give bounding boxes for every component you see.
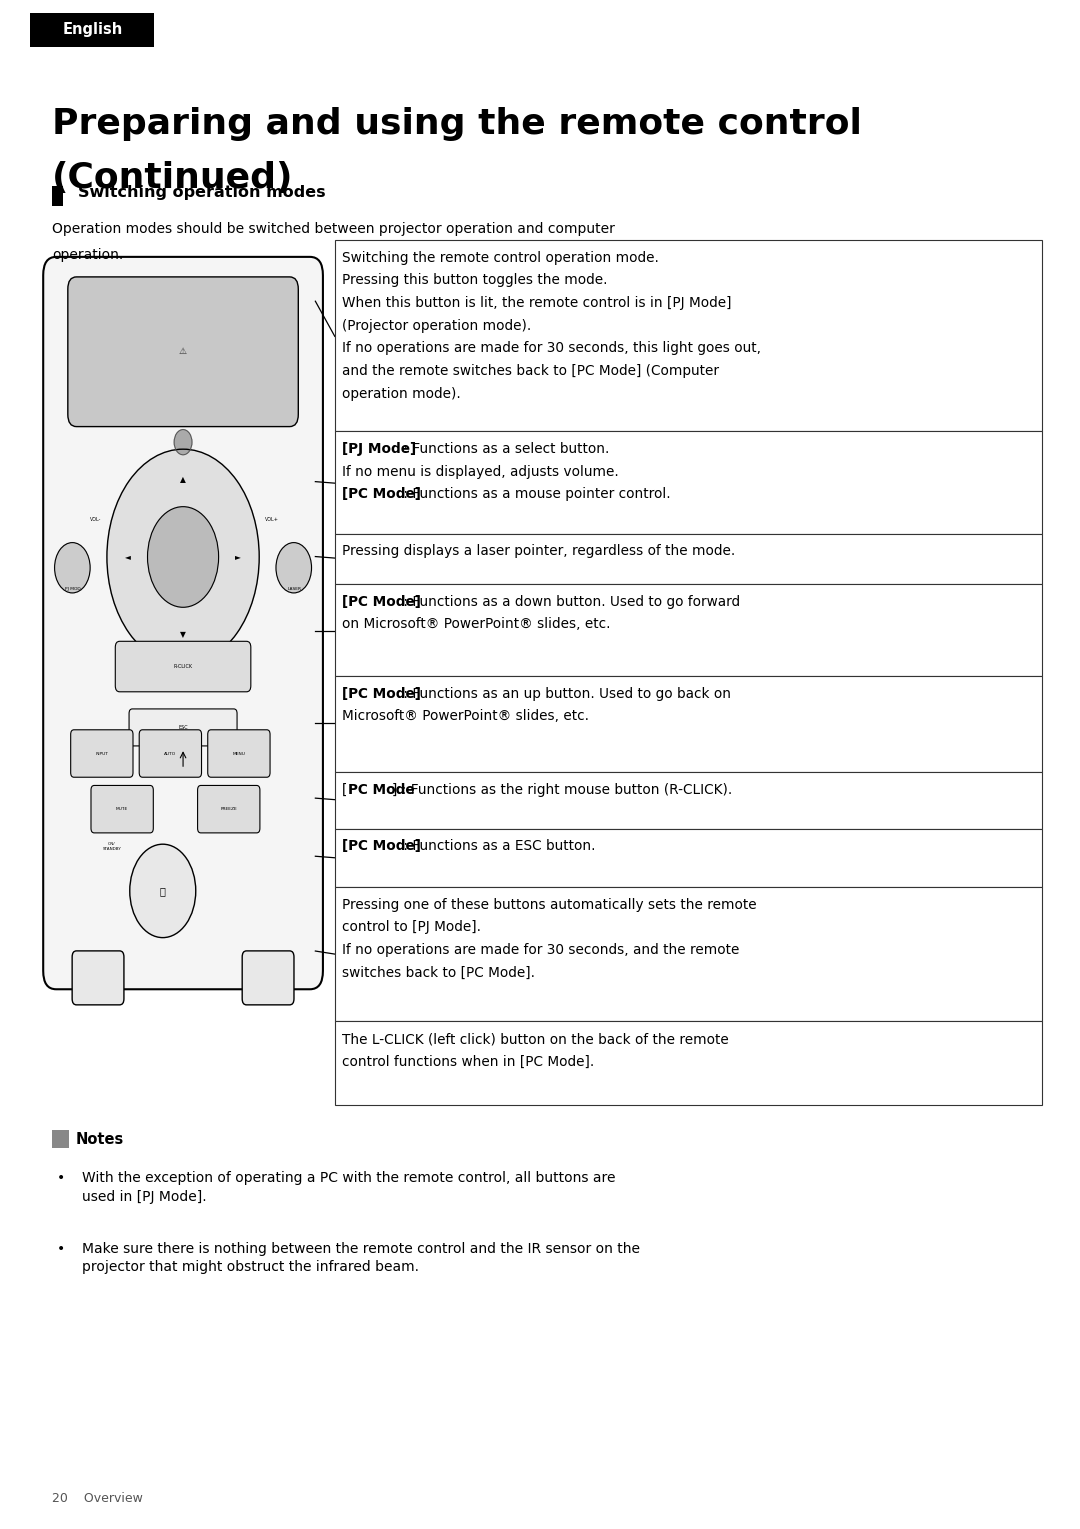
FancyBboxPatch shape: [335, 431, 1042, 534]
FancyBboxPatch shape: [335, 887, 1042, 1021]
FancyBboxPatch shape: [130, 709, 238, 746]
Text: Operation modes should be switched between projector operation and computer: Operation modes should be switched betwe…: [52, 222, 615, 235]
FancyBboxPatch shape: [72, 951, 124, 1005]
Text: Switching operation modes: Switching operation modes: [78, 185, 325, 200]
Text: Notes: Notes: [76, 1131, 124, 1147]
Text: ▼: ▼: [180, 630, 186, 639]
Text: : Functions as a down button. Used to go forward: : Functions as a down button. Used to go…: [400, 595, 741, 609]
FancyBboxPatch shape: [198, 786, 260, 833]
Text: ⏻: ⏻: [160, 885, 165, 896]
Text: AUTO: AUTO: [164, 752, 176, 755]
Circle shape: [55, 543, 90, 593]
FancyBboxPatch shape: [335, 676, 1042, 772]
Text: operation mode).: operation mode).: [342, 387, 461, 401]
Text: MENU: MENU: [232, 752, 245, 755]
Circle shape: [276, 543, 311, 593]
Text: Pressing this button toggles the mode.: Pressing this button toggles the mode.: [342, 274, 608, 287]
FancyBboxPatch shape: [116, 641, 251, 691]
FancyBboxPatch shape: [70, 729, 133, 777]
Text: •: •: [57, 1242, 66, 1255]
FancyBboxPatch shape: [30, 12, 154, 46]
Text: Switching the remote control operation mode.: Switching the remote control operation m…: [342, 251, 659, 265]
Text: Microsoft® PowerPoint® slides, etc.: Microsoft® PowerPoint® slides, etc.: [342, 709, 590, 723]
Text: [PC Mode]: [PC Mode]: [342, 687, 421, 700]
Text: VOL-: VOL-: [90, 517, 102, 521]
Text: and the remote switches back to [PC Mode] (Computer: and the remote switches back to [PC Mode…: [342, 364, 719, 378]
FancyBboxPatch shape: [91, 786, 153, 833]
Text: Preparing and using the remote control: Preparing and using the remote control: [52, 107, 862, 141]
FancyBboxPatch shape: [335, 829, 1042, 887]
FancyBboxPatch shape: [207, 729, 270, 777]
Text: R-CLICK: R-CLICK: [174, 664, 192, 670]
Text: ] : Functions as the right mouse button (R-CLICK).: ] : Functions as the right mouse button …: [392, 783, 732, 797]
Text: [PC Mode]: [PC Mode]: [342, 488, 421, 502]
Text: control functions when in [PC Mode].: control functions when in [PC Mode].: [342, 1055, 595, 1069]
Text: •: •: [57, 1171, 66, 1185]
Text: VOL+: VOL+: [265, 517, 279, 521]
Text: 20    Overview: 20 Overview: [52, 1491, 143, 1505]
Text: INPUT: INPUT: [95, 752, 108, 755]
Text: Pressing displays a laser pointer, regardless of the mode.: Pressing displays a laser pointer, regar…: [342, 544, 735, 558]
Circle shape: [130, 844, 195, 937]
Text: English: English: [63, 23, 122, 37]
Text: Pressing one of these buttons automatically sets the remote: Pressing one of these buttons automatica…: [342, 898, 757, 911]
Text: [PC Mode]: [PC Mode]: [342, 595, 421, 609]
Text: on Microsoft® PowerPoint® slides, etc.: on Microsoft® PowerPoint® slides, etc.: [342, 618, 611, 631]
Text: [PC Mode]: [PC Mode]: [342, 839, 421, 853]
Text: : Functions as a select button.: : Functions as a select button.: [400, 442, 609, 456]
FancyBboxPatch shape: [43, 257, 323, 989]
Text: : Functions as a ESC button.: : Functions as a ESC button.: [400, 839, 596, 853]
Text: When this button is lit, the remote control is in [PJ Mode]: When this button is lit, the remote cont…: [342, 297, 732, 310]
Text: [: [: [342, 783, 348, 797]
Text: PC Mode: PC Mode: [348, 783, 415, 797]
FancyBboxPatch shape: [335, 772, 1042, 829]
Text: If no menu is displayed, adjusts volume.: If no menu is displayed, adjusts volume.: [342, 465, 619, 479]
Circle shape: [148, 506, 218, 607]
Text: The L-CLICK (left click) button on the back of the remote: The L-CLICK (left click) button on the b…: [342, 1032, 729, 1046]
Text: If no operations are made for 30 seconds, this light goes out,: If no operations are made for 30 seconds…: [342, 341, 761, 355]
Text: With the exception of operating a PC with the remote control, all buttons are
us: With the exception of operating a PC wit…: [82, 1171, 616, 1203]
Text: operation.: operation.: [52, 248, 123, 261]
FancyBboxPatch shape: [335, 584, 1042, 676]
Text: : Functions as a mouse pointer control.: : Functions as a mouse pointer control.: [400, 488, 671, 502]
FancyBboxPatch shape: [242, 951, 294, 1005]
Text: LASER: LASER: [287, 587, 301, 592]
FancyBboxPatch shape: [335, 1021, 1042, 1105]
Text: ►: ►: [235, 552, 241, 561]
Text: If no operations are made for 30 seconds, and the remote: If no operations are made for 30 seconds…: [342, 943, 740, 957]
Text: ESC: ESC: [178, 725, 188, 729]
Text: ON/
STANDBY: ON/ STANDBY: [103, 842, 121, 850]
Circle shape: [174, 430, 192, 454]
FancyBboxPatch shape: [68, 277, 298, 427]
FancyBboxPatch shape: [52, 185, 63, 205]
Text: ◄: ◄: [125, 552, 131, 561]
Text: FREEZE: FREEZE: [220, 807, 238, 812]
Text: MUTE: MUTE: [116, 807, 129, 812]
Circle shape: [107, 450, 259, 665]
FancyBboxPatch shape: [335, 240, 1042, 431]
FancyBboxPatch shape: [335, 534, 1042, 584]
Text: : Functions as an up button. Used to go back on: : Functions as an up button. Used to go …: [400, 687, 731, 700]
Text: PJ MOD: PJ MOD: [65, 587, 80, 592]
Text: (Projector operation mode).: (Projector operation mode).: [342, 318, 531, 333]
Text: ⚠: ⚠: [179, 347, 187, 356]
Text: (Continued): (Continued): [52, 161, 294, 194]
FancyBboxPatch shape: [139, 729, 202, 777]
Text: ▲: ▲: [180, 476, 186, 483]
Text: Make sure there is nothing between the remote control and the IR sensor on the
p: Make sure there is nothing between the r…: [82, 1242, 640, 1274]
Text: [PJ Mode]: [PJ Mode]: [342, 442, 417, 456]
FancyBboxPatch shape: [52, 1130, 69, 1148]
Text: switches back to [PC Mode].: switches back to [PC Mode].: [342, 965, 536, 980]
Text: control to [PJ Mode].: control to [PJ Mode].: [342, 920, 482, 934]
